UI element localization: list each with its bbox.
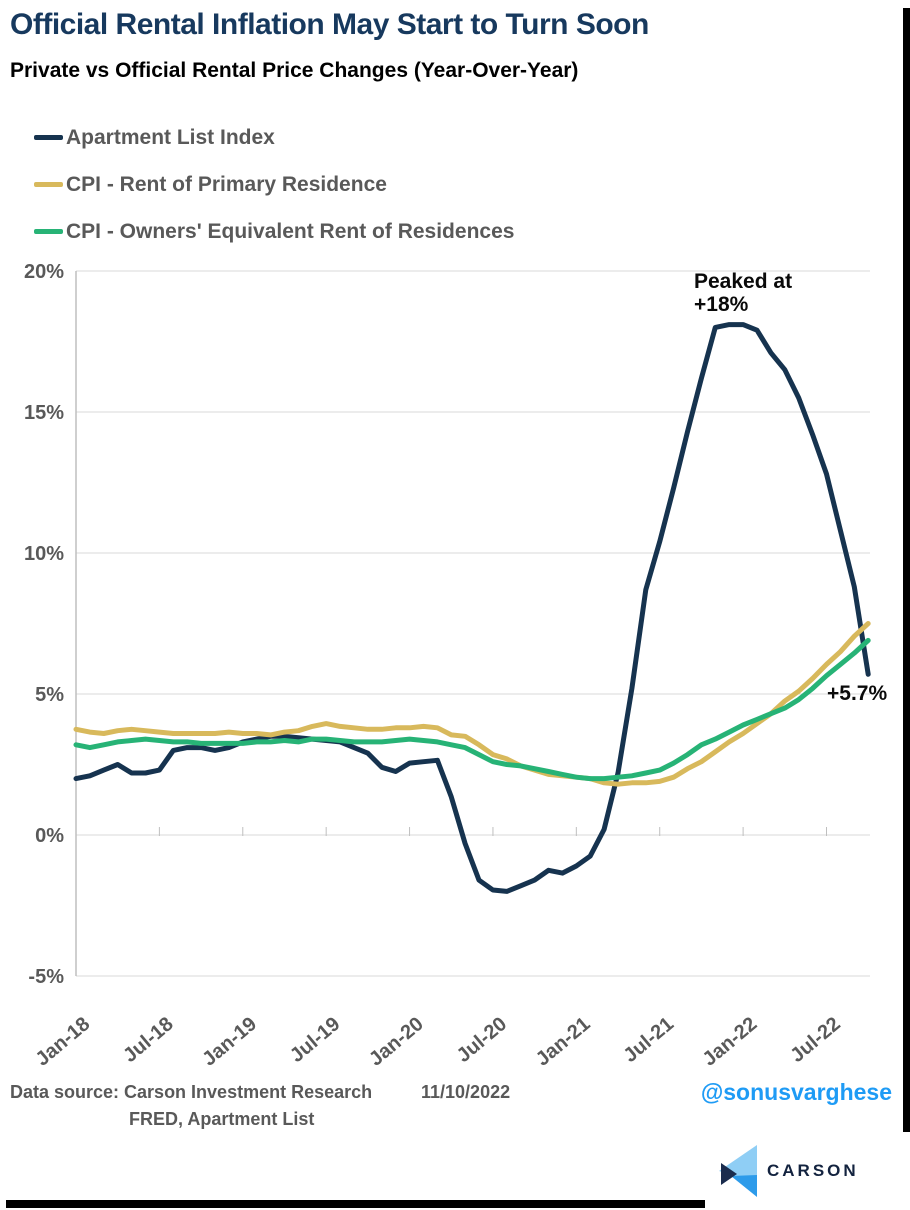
y-axis-label--5: -5% bbox=[28, 966, 64, 988]
y-axis-label-0: 0% bbox=[35, 825, 64, 847]
chart-title: Official Rental Inflation May Start to T… bbox=[10, 8, 649, 41]
x-axis-label-Jan-19: Jan-19 bbox=[198, 1013, 261, 1071]
legend: Apartment List Index CPI - Rent of Prima… bbox=[34, 114, 514, 255]
data-source-line2: FRED, Apartment List bbox=[129, 1109, 315, 1129]
annotation-peak-line1: Peaked at bbox=[694, 270, 793, 293]
logo-navy-triangle bbox=[721, 1163, 737, 1185]
legend-label-apartment-list: Apartment List Index bbox=[66, 125, 275, 149]
annotation-peak-line2: +18% bbox=[694, 293, 749, 316]
series-line-2 bbox=[73, 637, 871, 782]
carson-logo-mark bbox=[719, 1145, 757, 1197]
legend-label-cpi-oer: CPI - Owners' Equivalent Rent of Residen… bbox=[66, 219, 515, 243]
y-axis-label-10: 10% bbox=[24, 543, 64, 565]
y-axis-label-20: 20% bbox=[24, 261, 64, 283]
x-axis-label-Jan-18: Jan-18 bbox=[32, 1013, 95, 1071]
y-axis-label-15: 15% bbox=[24, 402, 64, 424]
y-axis-label-5: 5% bbox=[35, 684, 64, 706]
annotation-peak: Peaked at +18% bbox=[694, 270, 792, 316]
legend-item-cpi-rent: CPI - Rent of Primary Residence bbox=[34, 161, 514, 208]
carson-logo-text: CARSON bbox=[767, 1161, 859, 1180]
x-axis-label-Jan-22: Jan-22 bbox=[699, 1013, 762, 1071]
shadow-border-right bbox=[903, 8, 910, 1210]
twitter-handle: @sonusvarghese bbox=[700, 1079, 892, 1105]
legend-item-cpi-oer: CPI - Owners' Equivalent Rent of Residen… bbox=[34, 208, 514, 255]
data-source-line1: Data source: Carson Investment Research bbox=[10, 1082, 373, 1102]
series-line-0 bbox=[73, 322, 871, 894]
x-axis-label-Jul-22: Jul-22 bbox=[786, 1013, 844, 1067]
legend-swatch-apartment-list bbox=[34, 135, 63, 140]
annotation-end-value: +5.7% bbox=[827, 682, 888, 705]
x-axis-label-Jul-20: Jul-20 bbox=[453, 1013, 511, 1067]
report-date: 11/10/2022 bbox=[421, 1082, 511, 1102]
carson-logo: CARSON bbox=[705, 1132, 910, 1210]
x-axis-label-Jul-18: Jul-18 bbox=[119, 1013, 177, 1067]
shadow-border-bottom bbox=[6, 1200, 910, 1208]
x-axis-label-Jul-21: Jul-21 bbox=[620, 1013, 678, 1067]
x-axis-label-Jan-21: Jan-21 bbox=[532, 1013, 595, 1071]
x-axis-label-Jul-19: Jul-19 bbox=[286, 1013, 344, 1067]
legend-swatch-cpi-oer bbox=[34, 229, 63, 234]
legend-swatch-cpi-rent bbox=[34, 182, 63, 187]
series-line-1 bbox=[73, 621, 871, 787]
legend-item-apartment-list: Apartment List Index bbox=[34, 114, 514, 161]
legend-label-cpi-rent: CPI - Rent of Primary Residence bbox=[66, 172, 387, 196]
x-axis-label-Jan-20: Jan-20 bbox=[365, 1013, 428, 1071]
logo-blue-triangle bbox=[731, 1175, 757, 1197]
chart-subtitle: Private vs Official Rental Price Changes… bbox=[10, 59, 579, 82]
